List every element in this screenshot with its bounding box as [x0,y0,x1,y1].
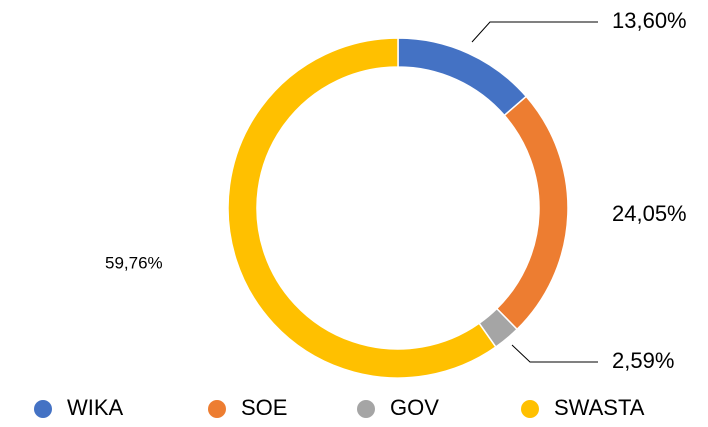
leader-line [471,21,598,43]
donut-slice [227,37,497,379]
data-label: 24,05% [612,201,687,226]
legend-label: SOE [241,395,287,420]
donut-slice [397,37,528,117]
legend-marker [357,400,375,418]
data-label: 13,60% [612,8,687,33]
data-label: 2,59% [612,348,674,373]
legend-label: GOV [390,395,439,420]
data-label: 59,76% [105,253,163,272]
legend-marker [521,400,539,418]
legend-marker [208,400,226,418]
legend-label: WIKA [67,395,124,420]
donut-slice [495,95,569,331]
leader-line [511,344,598,363]
legend-label: SWASTA [554,395,645,420]
legend-marker [34,400,52,418]
